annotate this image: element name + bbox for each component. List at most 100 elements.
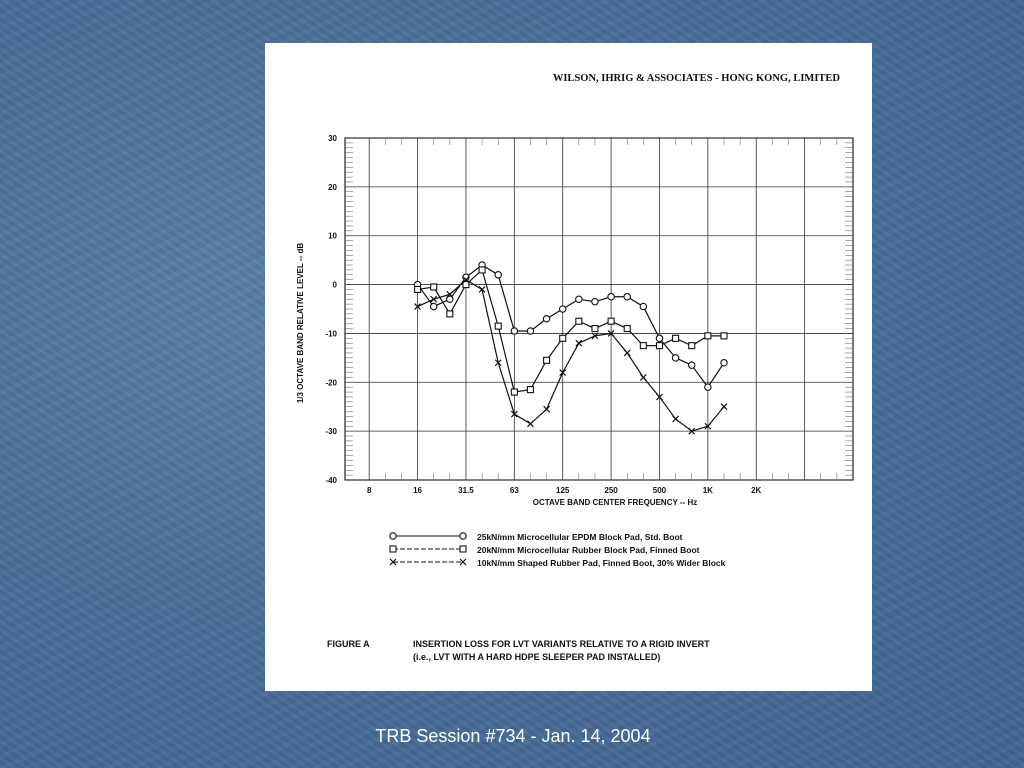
figure-caption-line2: (i.e., LVT WITH A HARD HDPE SLEEPER PAD …	[413, 652, 660, 662]
series-1	[414, 266, 728, 396]
legend-marker-1	[459, 545, 467, 553]
data-point	[575, 339, 583, 347]
series-line-1	[417, 268, 724, 393]
data-point	[414, 303, 421, 310]
figure-caption-line1: INSERTION LOSS FOR LVT VARIANTS RELATIVE…	[413, 639, 710, 649]
data-point	[559, 334, 567, 342]
slide-footer: TRB Session #734 - Jan. 14, 2004	[0, 726, 1024, 747]
legend-marker-2	[459, 558, 467, 566]
company-header: WILSON, IHRIG & ASSOCIATES - HONG KONG, …	[553, 73, 841, 84]
data-point	[510, 327, 519, 335]
data-point	[672, 415, 680, 423]
x-tick-label: 500	[653, 486, 667, 495]
footer-text: TRB Session #734 - Jan. 14, 2004	[375, 726, 651, 746]
legend-marker-2	[389, 558, 397, 566]
data-point	[720, 403, 728, 411]
x-tick-label: 250	[604, 486, 618, 495]
x-tick-label: 2K	[751, 486, 761, 495]
legend-marker-1	[389, 545, 397, 553]
legend-entry-2: 10kN/mm Shaped Rubber Pad, Finned Boot, …	[477, 558, 726, 568]
data-point	[446, 290, 454, 298]
data-point	[655, 342, 664, 350]
data-point	[430, 283, 438, 291]
data-point	[672, 334, 680, 342]
data-point	[558, 305, 567, 313]
data-point	[559, 369, 567, 376]
data-point	[526, 327, 535, 335]
data-point	[430, 295, 438, 303]
data-point	[623, 324, 631, 333]
y-tick-label: -10	[325, 329, 337, 338]
data-point	[543, 356, 551, 364]
x-tick-label: 8	[367, 486, 372, 495]
data-point	[623, 349, 631, 357]
y-tick-label: 30	[328, 134, 337, 143]
data-point	[591, 297, 599, 306]
data-point	[688, 427, 696, 435]
data-point	[623, 293, 631, 301]
legend-marker-0	[389, 532, 397, 540]
data-point	[720, 332, 728, 340]
data-point	[414, 285, 422, 294]
y-tick-label: -40	[325, 476, 337, 485]
y-tick-label: 10	[328, 232, 337, 241]
data-point	[478, 286, 486, 293]
data-point	[462, 281, 470, 289]
data-point	[688, 342, 696, 350]
series-line-2	[417, 278, 725, 432]
y-tick-label: 20	[328, 183, 337, 192]
chart-figure: WILSON, IHRIG & ASSOCIATES - HONG KONG, …	[296, 73, 854, 662]
data-point	[510, 410, 518, 418]
data-point	[656, 393, 663, 401]
data-point	[720, 358, 728, 367]
chart-legend: 25kN/mm Microcellular EPDM Block Pad, St…	[389, 532, 726, 568]
data-point	[575, 295, 583, 303]
data-point	[543, 405, 551, 413]
x-tick-label: 31.5	[458, 486, 474, 495]
data-point	[575, 317, 583, 325]
data-point	[510, 388, 518, 396]
data-point	[526, 386, 535, 394]
x-tick-label: 1K	[703, 486, 713, 495]
data-point	[671, 354, 680, 362]
y-tick-label: -20	[325, 378, 337, 387]
series-0	[413, 261, 728, 391]
data-point	[639, 373, 647, 381]
y-tick-labels: 30 20 10 0 -10 -20 -30 -40	[325, 134, 337, 485]
data-point	[607, 317, 615, 325]
data-point	[478, 266, 486, 274]
x-tick-label: 16	[413, 486, 422, 495]
data-point	[527, 420, 534, 428]
y-tick-label: -30	[325, 427, 337, 436]
data-point	[494, 271, 502, 279]
series-2	[414, 276, 728, 435]
data-point	[687, 361, 696, 369]
legend-entry-0: 25kN/mm Microcellular EPDM Block Pad, St…	[477, 532, 683, 542]
y-tick-label: 0	[333, 281, 338, 290]
chart-series	[413, 261, 728, 435]
x-tick-label: 125	[556, 486, 570, 495]
data-point	[494, 322, 502, 330]
data-point	[639, 342, 647, 350]
y-axis-label: 1/3 OCTAVE BAND RELATIVE LEVEL -- dB	[296, 243, 305, 404]
data-point	[429, 302, 438, 311]
chart-grid	[344, 137, 854, 481]
data-point	[607, 330, 615, 337]
data-point	[462, 276, 470, 284]
figure-image: WILSON, IHRIG & ASSOCIATES - HONG KONG, …	[265, 43, 872, 691]
legend-entry-1: 20kN/mm Microcellular Rubber Block Pad, …	[477, 545, 700, 555]
data-point	[607, 293, 615, 301]
x-axis-label: OCTAVE BAND CENTER FREQUENCY -- Hz	[533, 498, 697, 507]
data-point	[591, 324, 599, 333]
data-point	[655, 334, 664, 343]
data-point	[494, 359, 502, 367]
legend-marker-0	[459, 532, 467, 540]
data-point	[704, 332, 712, 340]
data-point	[542, 315, 551, 323]
data-point	[446, 295, 454, 303]
x-tick-label: 63	[510, 486, 519, 495]
figure-caption-label: FIGURE A	[327, 639, 370, 649]
x-tick-labels: 8 16 31.5 63 125 250 500 1K 2K	[367, 486, 762, 495]
data-point	[639, 302, 648, 311]
data-point	[591, 332, 599, 340]
